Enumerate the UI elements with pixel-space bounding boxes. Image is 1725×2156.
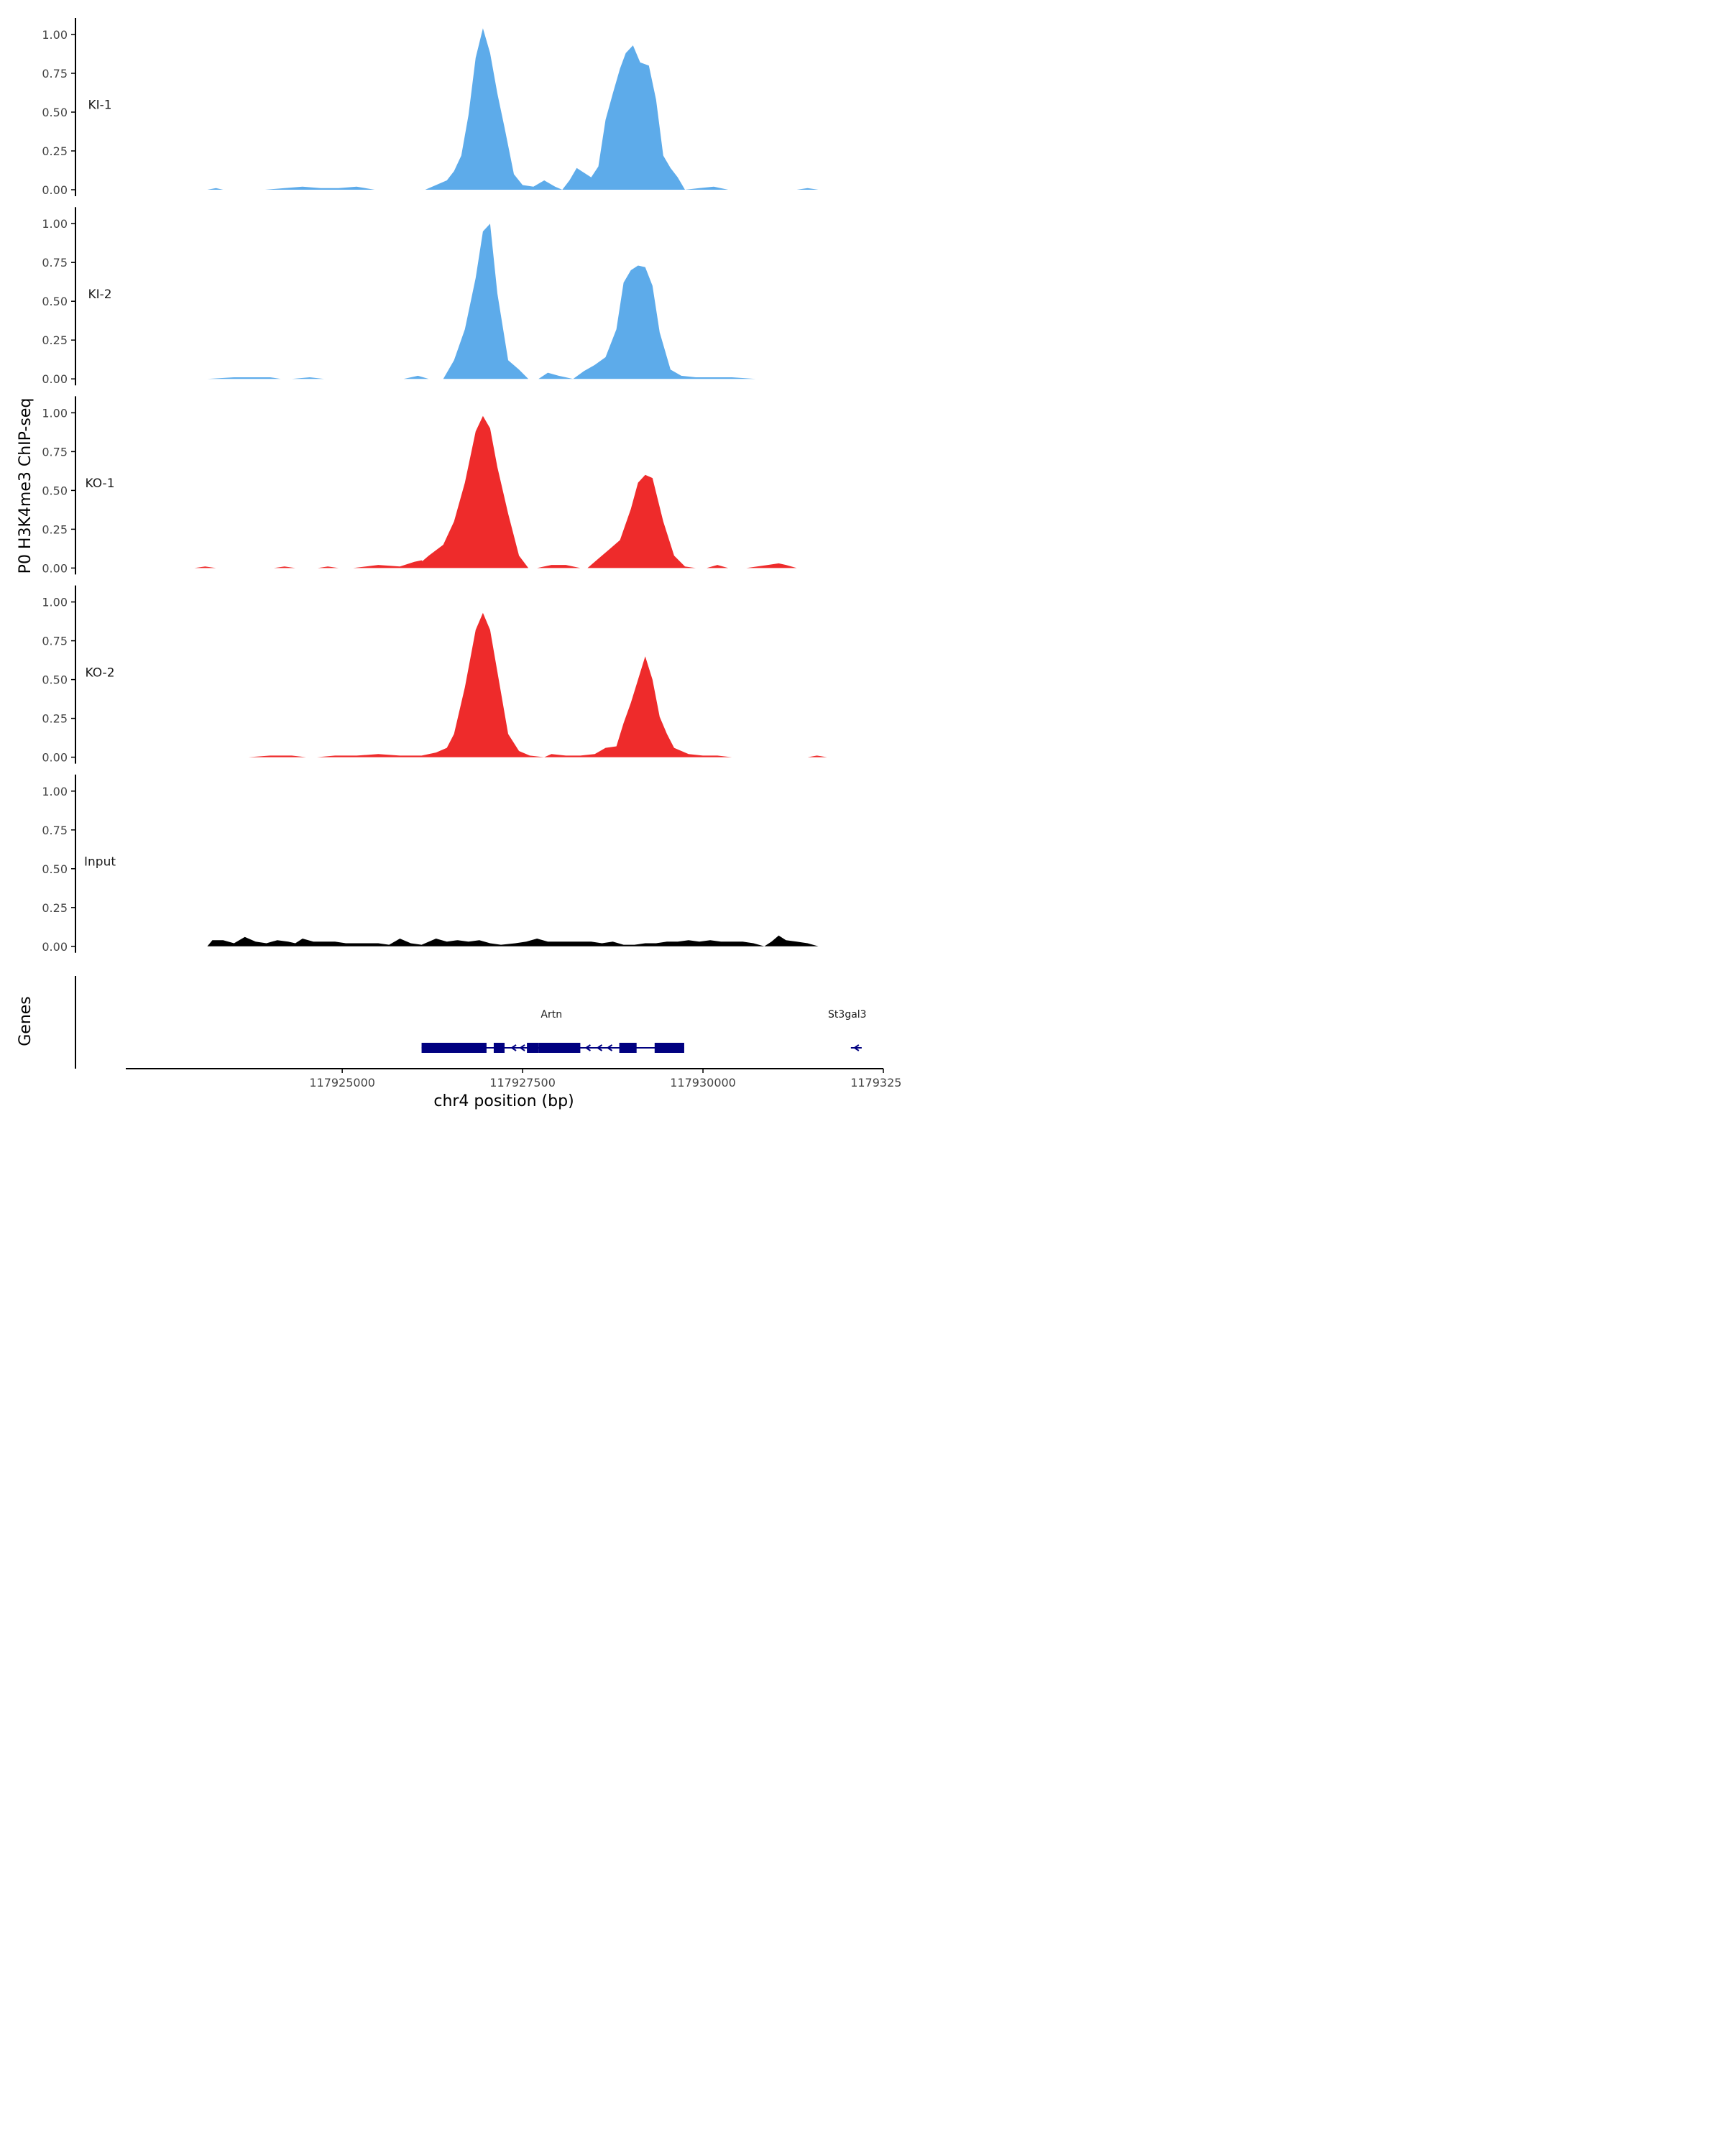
track-input: 0.00 0.25 0.50 0.75 1.00 Input (42, 774, 819, 954)
strand-arrow (606, 1044, 613, 1051)
gene-label: St3gal3 (828, 1009, 867, 1021)
coverage-area-ko-1 (194, 415, 797, 568)
coverage-area-ki-2 (207, 224, 756, 379)
track-label: KI-1 (88, 98, 111, 113)
y-tick-label: 0.75 (42, 635, 68, 648)
tracks-layer: 0.00 0.25 0.50 0.75 1.00 KI-1 0.00 0.25 0.50 0.75… (42, 18, 827, 954)
x-tick-label: 117925000 (309, 1076, 375, 1089)
y-tick-label: 0.00 (42, 940, 68, 954)
gene-artn: Artn (421, 1009, 684, 1053)
y-tick-label: 0.25 (42, 901, 68, 915)
y-tick-label: 0.50 (42, 484, 68, 497)
strand-arrow (624, 1044, 631, 1051)
y-tick-label: 0.25 (42, 522, 68, 536)
gene-exon (493, 1043, 505, 1053)
y-tick-label: 0.25 (42, 712, 68, 726)
gene-exon (654, 1043, 684, 1053)
x-tick-label: 117932500 (850, 1076, 901, 1089)
x-tick-label: 117927500 (489, 1076, 556, 1089)
gene-label: Artn (540, 1009, 562, 1021)
y-tick-label: 0.25 (42, 144, 68, 158)
y-tick-label: 1.00 (42, 217, 68, 231)
track-label: Input (84, 854, 116, 869)
y-tick-label: 1.00 (42, 785, 68, 798)
y-tick-label: 1.00 (42, 406, 68, 420)
strand-arrow (853, 1044, 860, 1051)
y-tick-label: 0.75 (42, 67, 68, 80)
y-tick-label: 0.00 (42, 183, 68, 197)
coverage-area-ko-2 (248, 612, 827, 757)
y-axis-title: P0 H3K4me3 ChIP-seq (17, 398, 34, 574)
gene-st3gal3: St3gal3 (828, 1009, 867, 1051)
strand-arrow (596, 1044, 603, 1051)
genes-axis-title: Genes (17, 996, 34, 1046)
y-tick-label: 0.75 (42, 824, 68, 837)
y-tick-label: 0.50 (42, 862, 68, 876)
y-tick-label: 0.50 (42, 295, 68, 308)
y-tick-label: 0.50 (42, 673, 68, 687)
track-ki-2: 0.00 0.25 0.50 0.75 1.00 KI-2 (42, 207, 756, 386)
genes-track: Artn St3gal3 (75, 976, 867, 1069)
y-tick-label: 0.00 (42, 751, 68, 765)
y-tick-label: 0.00 (42, 372, 68, 386)
track-ki-1: 0.00 0.25 0.50 0.75 1.00 KI-1 (42, 18, 819, 197)
x-tick-label: 117930000 (670, 1076, 736, 1089)
coverage-area-input (207, 935, 819, 946)
y-tick-label: 0.75 (42, 256, 68, 270)
y-tick-label: 1.00 (42, 28, 68, 42)
y-tick-label: 0.00 (42, 561, 68, 575)
track-ko-1: 0.00 0.25 0.50 0.75 1.00 KO-1 (42, 396, 797, 575)
strand-arrow (519, 1044, 525, 1051)
strand-arrow (584, 1044, 591, 1051)
y-tick-label: 0.25 (42, 333, 68, 347)
track-label: KO-1 (85, 476, 114, 491)
track-label: KO-2 (85, 665, 114, 680)
x-axis-title: chr4 position (bp) (433, 1092, 574, 1110)
track-ko-2: 0.00 0.25 0.50 0.75 1.00 KO-2 (42, 585, 827, 765)
coverage-area-ki-1 (207, 28, 819, 190)
gene-exon (619, 1043, 637, 1053)
y-tick-label: 1.00 (42, 596, 68, 609)
y-tick-label: 0.75 (42, 445, 68, 459)
gene-exon (527, 1043, 539, 1053)
strand-arrow (510, 1044, 517, 1051)
y-tick-label: 0.50 (42, 106, 68, 119)
figure: 0.00 0.25 0.50 0.75 1.00 KI-1 0.00 0.25 0.50 0.75… (17, 18, 901, 1110)
gene-exon (538, 1043, 581, 1053)
gene-exon (421, 1043, 487, 1053)
x-axis: 117925000 117927500 117930000 117932500 (126, 1068, 901, 1089)
track-label: KI-2 (88, 287, 111, 302)
